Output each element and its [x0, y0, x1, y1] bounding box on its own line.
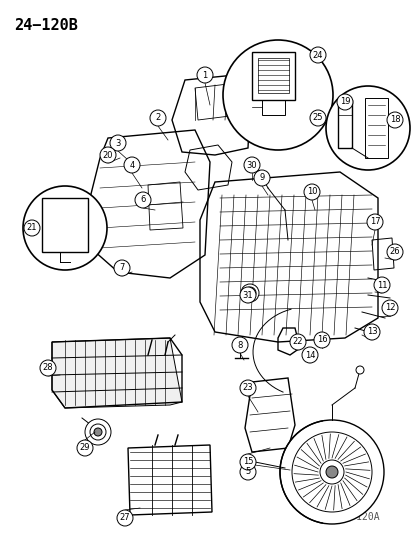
Text: 17: 17 — [369, 217, 380, 227]
Circle shape — [90, 424, 106, 440]
Text: 93424  120A: 93424 120A — [315, 512, 379, 522]
Circle shape — [303, 184, 319, 200]
Circle shape — [197, 67, 212, 83]
Text: 14: 14 — [304, 351, 314, 359]
Circle shape — [117, 510, 133, 526]
Text: 31: 31 — [242, 290, 253, 300]
Circle shape — [40, 360, 56, 376]
Circle shape — [319, 460, 343, 484]
Text: 20: 20 — [102, 150, 113, 159]
Circle shape — [336, 94, 352, 110]
Text: 2: 2 — [155, 114, 160, 123]
Circle shape — [386, 112, 402, 128]
Circle shape — [386, 244, 402, 260]
Text: 8: 8 — [237, 341, 242, 350]
Circle shape — [289, 334, 305, 350]
Text: 23: 23 — [242, 384, 253, 392]
Text: 4: 4 — [129, 160, 134, 169]
Text: 12: 12 — [384, 303, 394, 312]
Circle shape — [240, 464, 255, 480]
Circle shape — [231, 337, 247, 353]
Circle shape — [363, 324, 379, 340]
Text: 25: 25 — [312, 114, 323, 123]
Text: 27: 27 — [119, 513, 130, 522]
Text: 9: 9 — [259, 174, 264, 182]
Circle shape — [240, 284, 259, 302]
Text: 22: 22 — [292, 337, 302, 346]
Text: 16: 16 — [316, 335, 327, 344]
Text: 21: 21 — [27, 223, 37, 232]
Circle shape — [240, 380, 255, 396]
Circle shape — [254, 170, 269, 186]
Circle shape — [313, 332, 329, 348]
Text: 7: 7 — [119, 263, 124, 272]
Circle shape — [373, 277, 389, 293]
Text: 24−120B: 24−120B — [14, 18, 78, 33]
Circle shape — [24, 220, 40, 236]
Text: 15: 15 — [242, 457, 253, 466]
Text: 5: 5 — [245, 467, 250, 477]
Text: 29: 29 — [80, 443, 90, 453]
Text: 19: 19 — [339, 98, 349, 107]
Text: 18: 18 — [389, 116, 399, 125]
Text: 10: 10 — [306, 188, 316, 197]
Text: 28: 28 — [43, 364, 53, 373]
Circle shape — [325, 86, 409, 170]
Circle shape — [279, 420, 383, 524]
Circle shape — [309, 47, 325, 63]
Circle shape — [100, 147, 116, 163]
Circle shape — [291, 432, 371, 512]
Circle shape — [240, 454, 255, 470]
Text: 26: 26 — [389, 247, 399, 256]
Circle shape — [325, 466, 337, 478]
Circle shape — [77, 440, 93, 456]
Circle shape — [309, 110, 325, 126]
Circle shape — [240, 287, 255, 303]
Circle shape — [114, 260, 130, 276]
Text: 30: 30 — [246, 160, 257, 169]
Text: 6: 6 — [140, 196, 145, 205]
Text: 24: 24 — [312, 51, 323, 60]
Polygon shape — [52, 338, 182, 408]
Circle shape — [135, 192, 151, 208]
Circle shape — [94, 428, 102, 436]
Text: 11: 11 — [376, 280, 386, 289]
Circle shape — [381, 300, 397, 316]
Circle shape — [23, 186, 107, 270]
Circle shape — [355, 366, 363, 374]
Circle shape — [150, 110, 166, 126]
Text: 13: 13 — [366, 327, 376, 336]
Circle shape — [243, 157, 259, 173]
Text: 1: 1 — [202, 70, 207, 79]
Circle shape — [223, 40, 332, 150]
Circle shape — [124, 157, 140, 173]
Circle shape — [85, 419, 111, 445]
Circle shape — [301, 347, 317, 363]
Circle shape — [366, 214, 382, 230]
Circle shape — [110, 135, 126, 151]
Circle shape — [243, 287, 255, 299]
Text: 3: 3 — [115, 139, 121, 148]
